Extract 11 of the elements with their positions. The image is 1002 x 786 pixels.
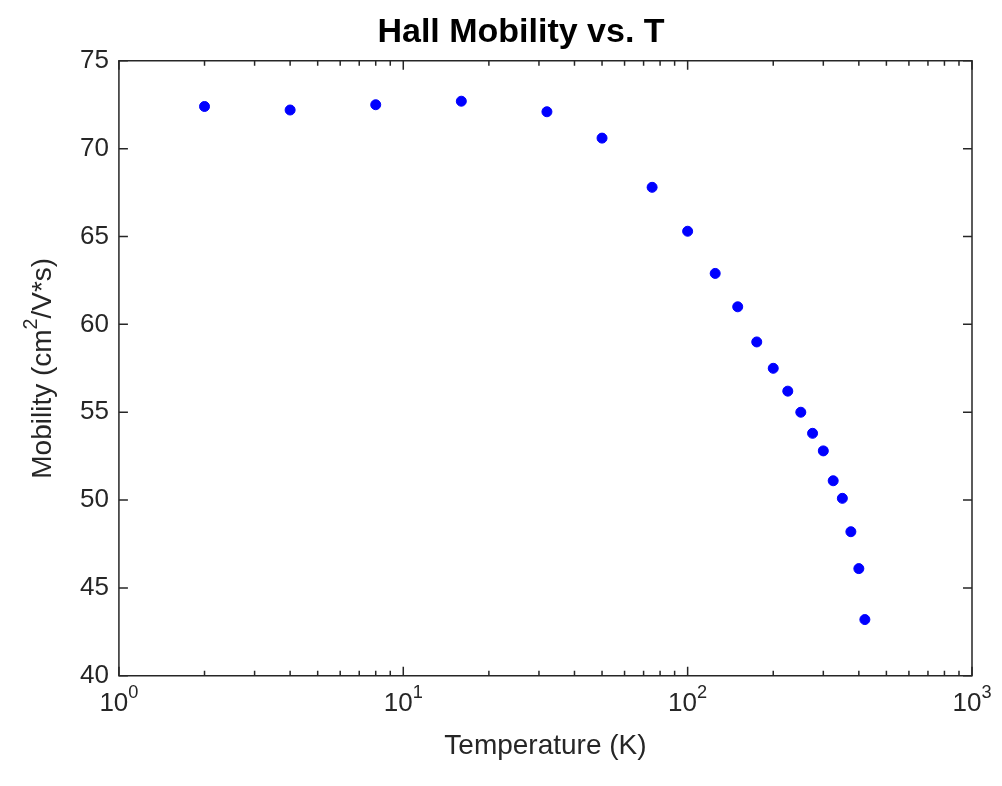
chart-title: Hall Mobility vs. T (377, 10, 665, 49)
y-tick-label: 50 (80, 483, 109, 514)
y-tick-label: 75 (80, 43, 109, 74)
y-tick-label: 40 (80, 658, 109, 689)
y-tick-label: 65 (80, 219, 109, 250)
y-tick-label: 60 (80, 307, 109, 338)
x-axis-title: Temperature (K) (444, 728, 647, 760)
y-tick-label: 70 (80, 131, 109, 162)
y-axis-title: Mobility (cm2/V*s) (19, 257, 57, 479)
y-tick-label: 55 (80, 395, 109, 426)
y-tick-label: 45 (80, 571, 109, 602)
